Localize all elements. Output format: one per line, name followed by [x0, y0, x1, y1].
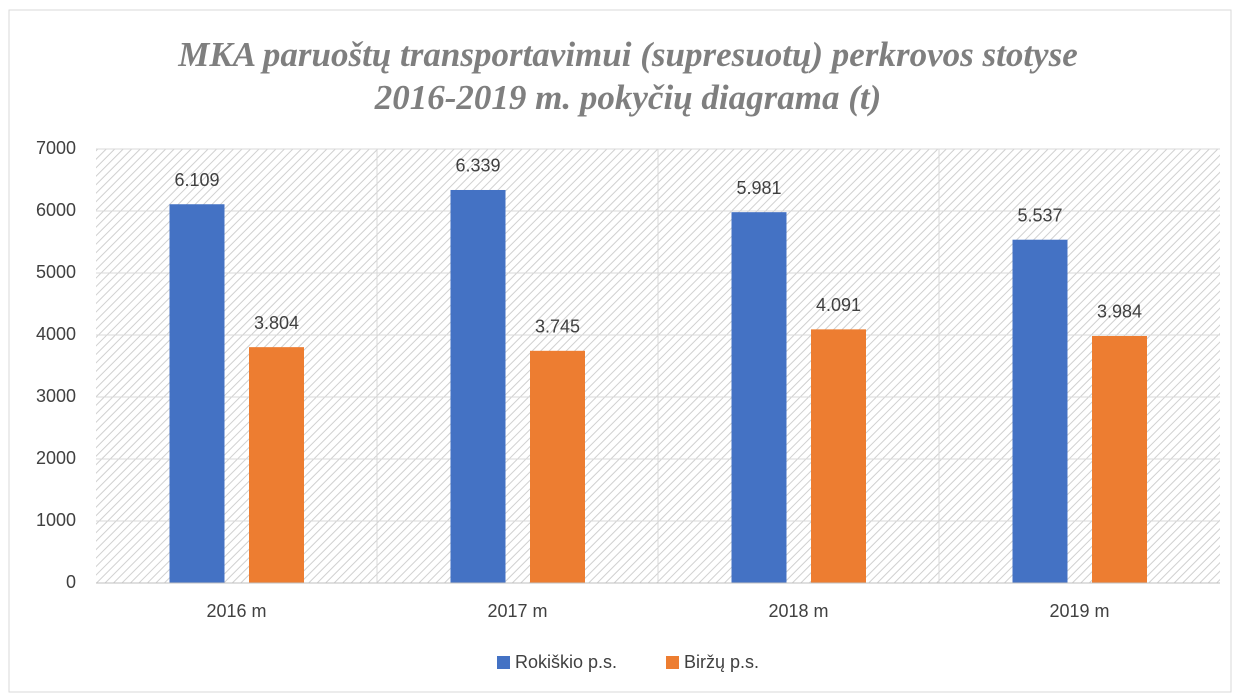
y-tick-label: 3000: [36, 386, 76, 406]
y-tick-label: 7000: [36, 138, 76, 158]
y-tick-label: 4000: [36, 324, 76, 344]
bar: [811, 329, 866, 583]
data-label: 3.984: [1097, 302, 1142, 322]
bar: [731, 212, 787, 584]
y-tick-label: 5000: [36, 262, 76, 282]
x-tick-label: 2016 m: [206, 601, 266, 621]
bar: [1012, 239, 1068, 583]
data-label: 4.091: [816, 295, 861, 315]
y-tick-label: 0: [66, 572, 76, 592]
y-tick-label: 2000: [36, 448, 76, 468]
x-tick-label: 2017 m: [487, 601, 547, 621]
data-label: 3.745: [535, 317, 580, 337]
data-label: 6.109: [174, 170, 219, 190]
bar: [530, 350, 585, 583]
bar: [249, 347, 304, 583]
bar: [169, 204, 225, 583]
legend-swatch: [497, 656, 510, 669]
bar: [1092, 335, 1147, 583]
legend-label: Biržų p.s.: [684, 652, 759, 672]
y-tick-label: 6000: [36, 200, 76, 220]
x-tick-label: 2019 m: [1049, 601, 1109, 621]
bar: [450, 189, 506, 583]
y-tick-label: 1000: [36, 510, 76, 530]
x-tick-label: 2018 m: [768, 601, 828, 621]
legend-swatch: [666, 656, 679, 669]
data-label: 3.804: [254, 313, 299, 333]
chart-title: MKA paruoštų transportavimui (supresuotų…: [177, 35, 1078, 74]
chart-title: 2016-2019 m. pokyčių diagrama (t): [374, 78, 882, 117]
data-label: 6.339: [455, 156, 500, 176]
data-label: 5.537: [1017, 205, 1062, 225]
data-label: 5.981: [736, 178, 781, 198]
legend-label: Rokiškio p.s.: [515, 652, 617, 672]
